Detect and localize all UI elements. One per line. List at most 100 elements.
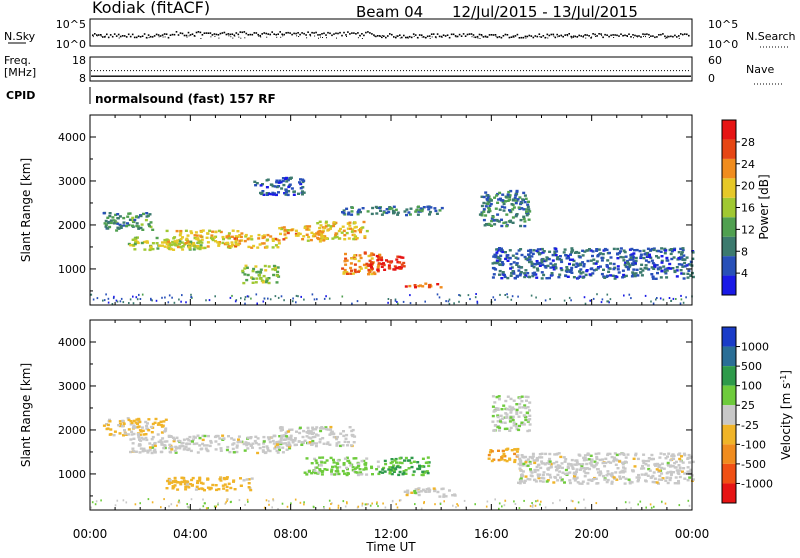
- scatter-cell: [549, 462, 553, 466]
- scatter-cell: [310, 472, 314, 475]
- ground-scatter-cell: [680, 298, 683, 301]
- scatter-cell: [503, 206, 507, 209]
- scatter-cell: [116, 222, 120, 225]
- scatter-cell: [307, 429, 310, 432]
- scatter-cell: [529, 470, 533, 473]
- ground-scatter-cell: [530, 294, 533, 297]
- scatter-cell: [556, 256, 560, 259]
- scatter-cell: [310, 231, 314, 234]
- scatter-cell: [140, 241, 144, 245]
- scatter-cell: [266, 449, 270, 452]
- scatter-cell: [559, 455, 563, 459]
- scatter-cell: [315, 466, 319, 469]
- noise-sky-point: [135, 36, 138, 39]
- scatter-cell: [362, 459, 366, 463]
- scatter-cell: [251, 446, 254, 449]
- scatter-cell: [324, 222, 328, 225]
- scatter-cell: [350, 269, 353, 272]
- scatter-cell: [336, 435, 339, 439]
- scatter-cell: [133, 237, 137, 240]
- noise-sky-point: [231, 33, 234, 35]
- scatter-cell: [298, 181, 301, 184]
- ground-scatter-cell: [337, 504, 340, 507]
- scatter-cell: [312, 470, 316, 474]
- scatter-cell: [180, 476, 184, 479]
- scatter-cell: [391, 466, 394, 469]
- scatter-cell: [148, 248, 152, 252]
- scatter-cell: [201, 487, 205, 491]
- noise-sky-point: [373, 34, 375, 36]
- scatter-cell: [305, 227, 309, 231]
- scatter-cell: [343, 238, 347, 241]
- scatter-cell: [354, 457, 358, 460]
- scatter-cell: [307, 436, 311, 439]
- scatter-cell: [624, 261, 628, 264]
- scatter-cell: [547, 257, 551, 261]
- scatter-cell: [377, 472, 381, 476]
- scatter-cell: [573, 251, 577, 254]
- scatter-cell: [173, 438, 176, 441]
- scatter-cell: [572, 276, 576, 279]
- scatter-cell: [221, 235, 225, 239]
- scatter-cell: [267, 192, 271, 196]
- noise-panel-frame: [89, 18, 693, 47]
- scatter-cell: [691, 251, 695, 254]
- ground-scatter-cell: [164, 296, 166, 299]
- noise-sky-point: [343, 31, 345, 34]
- scatter-cell: [553, 250, 557, 253]
- scatter-cell: [300, 443, 304, 446]
- noise-search-point: [553, 35, 555, 37]
- noise-sky-point: [500, 36, 503, 39]
- scatter-cell: [230, 241, 234, 244]
- scatter-cell: [369, 261, 373, 264]
- scatter-cell: [490, 450, 494, 453]
- scatter-cell: [491, 420, 495, 423]
- scatter-cell: [507, 190, 511, 194]
- noise-search-point: [637, 36, 638, 38]
- scatter-cell: [398, 266, 402, 269]
- scatter-cell: [318, 456, 322, 459]
- scatter-cell: [658, 469, 662, 472]
- scatter-cell: [345, 272, 349, 275]
- scatter-cell: [521, 474, 525, 477]
- ground-scatter-cell: [544, 299, 547, 302]
- scatter-cell: [546, 479, 550, 482]
- x-tick-label: 16:00: [474, 527, 509, 541]
- scatter-cell: [628, 265, 632, 268]
- noise-sky-point: [111, 35, 114, 38]
- noise-sky-point: [327, 31, 329, 34]
- scatter-cell: [118, 215, 122, 218]
- scatter-cell: [530, 262, 534, 266]
- scatter-cell: [288, 445, 291, 448]
- scatter-cell: [193, 236, 197, 240]
- ground-scatter-cell: [504, 499, 506, 502]
- scatter-cell: [201, 434, 205, 438]
- noise-sky-point: [662, 33, 664, 35]
- scatter-cell: [427, 464, 431, 468]
- scatter-cell: [586, 259, 590, 263]
- scatter-cell: [490, 217, 494, 220]
- noise-sky-point: [283, 33, 285, 36]
- scatter-cell: [414, 488, 418, 491]
- scatter-cell: [628, 480, 632, 483]
- scatter-cell: [383, 268, 387, 271]
- scatter-cell: [345, 207, 349, 210]
- scatter-cell: [531, 274, 535, 278]
- scatter-cell: [232, 480, 235, 483]
- scatter-cell: [494, 424, 498, 427]
- scatter-cell: [173, 476, 177, 480]
- scatter-cell: [250, 246, 254, 249]
- noise-sky-point: [596, 35, 598, 37]
- scatter-cell: [287, 430, 291, 433]
- scatter-cell: [522, 414, 526, 417]
- scatter-cell: [526, 458, 530, 461]
- scatter-cell: [280, 426, 284, 429]
- scatter-cell: [328, 443, 332, 446]
- scatter-cell: [413, 491, 417, 495]
- scatter-cell: [578, 454, 582, 457]
- scatter-cell: [389, 461, 393, 465]
- noise-sky-point: [652, 35, 654, 37]
- scatter-cell: [370, 272, 374, 276]
- scatter-cell: [342, 272, 346, 275]
